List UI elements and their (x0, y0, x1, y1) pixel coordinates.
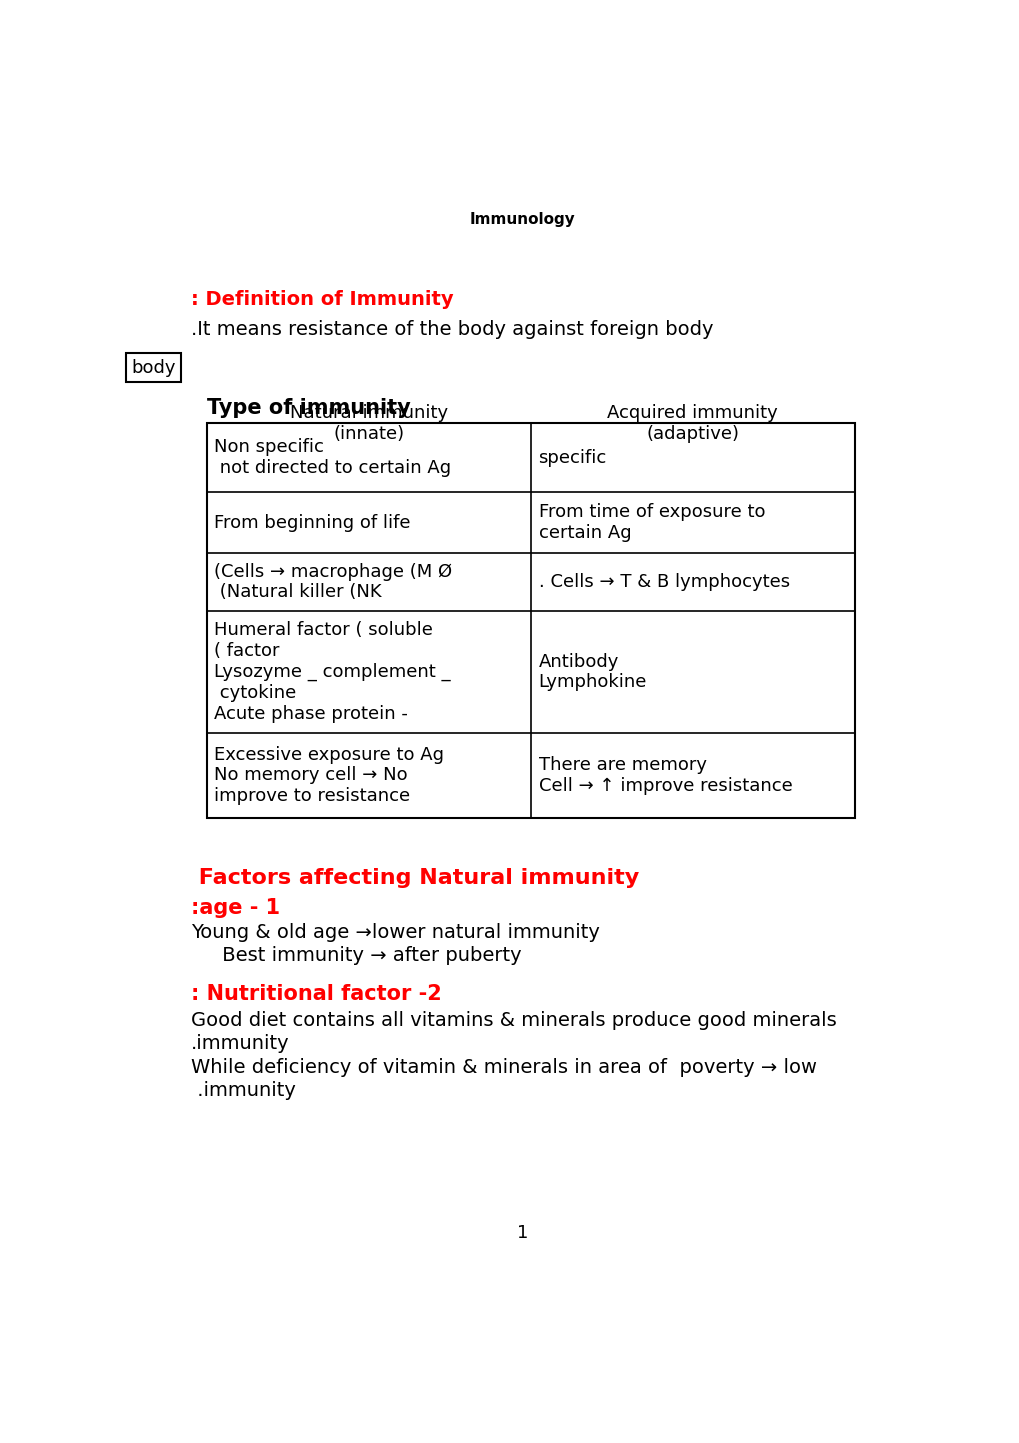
Text: (Cells → macrophage (M Ø
 (Natural killer (NK: (Cells → macrophage (M Ø (Natural killer… (214, 563, 452, 602)
Text: 1: 1 (517, 1224, 528, 1242)
Text: Type of immunity: Type of immunity (206, 398, 410, 417)
Text: specific: specific (538, 449, 606, 466)
Text: From beginning of life: From beginning of life (214, 514, 411, 531)
Text: : Nutritional factor -2: : Nutritional factor -2 (191, 984, 441, 1004)
Text: Good diet contains all vitamins & minerals produce good minerals: Good diet contains all vitamins & minera… (191, 1012, 836, 1030)
Text: .It means resistance of the body against foreign body: .It means resistance of the body against… (191, 320, 712, 339)
Text: While deficiency of vitamin & minerals in area of  poverty → low: While deficiency of vitamin & minerals i… (191, 1058, 816, 1076)
Text: Antibody
Lymphokine: Antibody Lymphokine (538, 652, 646, 691)
Text: Humeral factor ( soluble
( factor
Lysozyme _ complement _
 cytokine
Acute phase : Humeral factor ( soluble ( factor Lysozy… (214, 622, 450, 723)
Text: There are memory
Cell → ↑ improve resistance: There are memory Cell → ↑ improve resist… (538, 756, 792, 795)
Text: From time of exposure to
certain Ag: From time of exposure to certain Ag (538, 504, 764, 543)
Text: : Definition of Immunity: : Definition of Immunity (191, 290, 452, 309)
Text: Best immunity → after puberty: Best immunity → after puberty (191, 947, 521, 965)
Text: Factors affecting Natural immunity: Factors affecting Natural immunity (191, 867, 638, 887)
Text: Non specific
 not directed to certain Ag: Non specific not directed to certain Ag (214, 439, 451, 478)
Text: body: body (131, 359, 176, 377)
Bar (206, 423, 854, 818)
Text: . Cells → T & B lymphocytes: . Cells → T & B lymphocytes (538, 573, 789, 592)
Text: Acquired immunity
(adaptive): Acquired immunity (adaptive) (606, 404, 777, 443)
Text: Natural immunity
(innate): Natural immunity (innate) (289, 404, 447, 443)
Text: :age - 1: :age - 1 (191, 898, 279, 918)
Text: .immunity: .immunity (191, 1035, 289, 1053)
Text: .immunity: .immunity (191, 1081, 296, 1100)
Text: Immunology: Immunology (470, 212, 575, 227)
Text: Excessive exposure to Ag
No memory cell → No
improve to resistance: Excessive exposure to Ag No memory cell … (214, 746, 444, 805)
Text: Young & old age →lower natural immunity: Young & old age →lower natural immunity (191, 924, 599, 942)
